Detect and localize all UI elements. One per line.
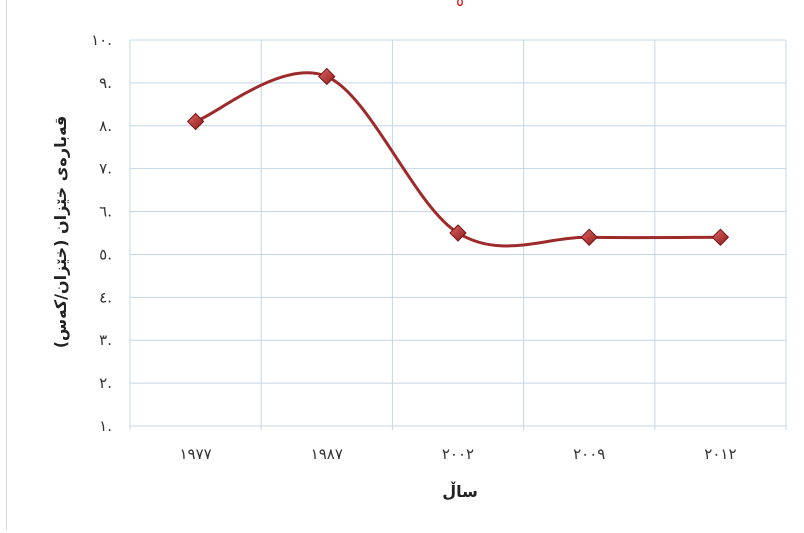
y-tick-label: ٤. [99,288,112,306]
top-red-mark: ٥ [456,0,464,10]
y-tick-label: ٦. [99,203,112,221]
y-tick-label: ٥. [99,245,112,263]
y-tick-label: ١٠. [91,31,112,49]
x-tick-label: ٢٠١٢ [704,445,736,463]
y-tick-label: ٢. [99,374,112,392]
data-point-3 [580,228,598,246]
y-tick-label: ٣. [99,331,112,349]
chart-frame [6,0,796,530]
data-point-1 [318,67,336,86]
grid [129,39,787,430]
series-line [195,71,721,248]
data-point-2 [449,224,467,242]
y-tick-label: ٨. [99,117,112,135]
y-axis-title: (خێزان/کەس) قەبارەی خێزان [51,116,70,349]
y-tick-label: ١. [99,417,112,435]
y-axis-ticks: ١. ٢. ٣. ٤. ٥. ٦. ٧. ٨. ٩. ١٠. [91,31,112,435]
x-tick-label: ٢٠٠٢ [442,445,474,463]
x-axis-ticks: ١٩٧٧ ١٩٨٧ ٢٠٠٢ ٢٠٠٩ ٢٠١٢ [179,445,736,463]
x-tick-label: ٢٠٠٩ [573,445,605,463]
data-point-4 [711,228,730,246]
x-axis-title: ساڵ [442,481,478,501]
y-tick-label: ٩. [99,74,112,92]
y-tick-label: ٧. [99,160,112,178]
x-tick-label: ١٩٧٧ [179,445,211,463]
x-tick-label: ١٩٨٧ [311,445,343,463]
series-markers [186,67,730,246]
data-point-0 [186,112,205,131]
